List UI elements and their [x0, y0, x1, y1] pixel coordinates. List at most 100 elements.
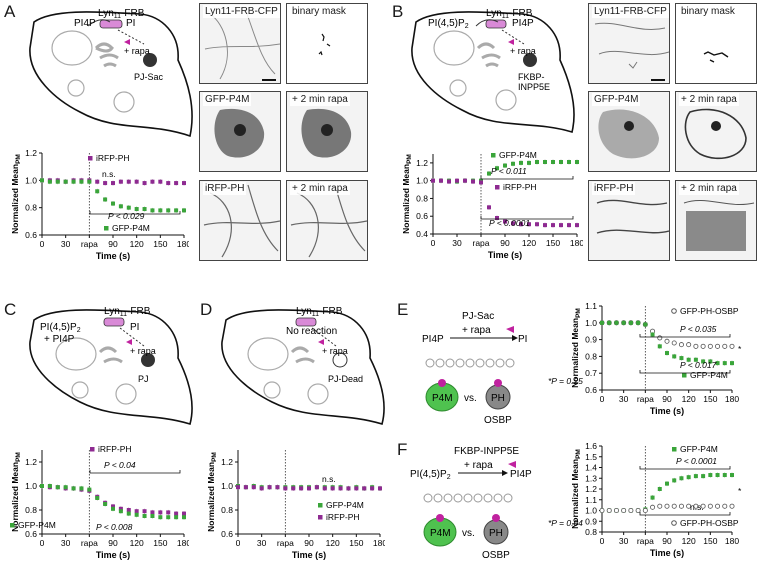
recruitment-arrow — [311, 327, 337, 347]
image-b-r2c1: GFP-P4M — [588, 91, 670, 172]
image-a-r2c2: + 2 min rapa — [286, 91, 368, 172]
significance-bracket — [480, 176, 574, 180]
scale-bar — [651, 79, 665, 81]
enzyme-label-line2: INPP5E — [518, 82, 550, 92]
data-point — [314, 485, 319, 490]
data-point — [463, 178, 467, 183]
legend-marker — [672, 447, 677, 452]
substrate-label: PI(4,5)P — [428, 18, 465, 29]
panel-letter-a: A — [4, 2, 16, 21]
image-a-r3c2: + 2 min rapa — [286, 180, 368, 261]
legend-label: iRFP-PH — [326, 512, 360, 522]
x-tick-label: 180 — [570, 238, 583, 248]
data-point — [708, 359, 713, 364]
rapamycin-marker — [318, 339, 324, 345]
y-tick-label: 1.0 — [25, 481, 37, 491]
lyn-subscript: 11 — [312, 311, 319, 318]
legend-marker — [491, 153, 496, 158]
data-point — [621, 508, 627, 514]
image-label: + 2 min rapa — [290, 182, 350, 195]
data-point — [535, 160, 539, 164]
enzyme-glyph — [523, 53, 537, 67]
image-label: Lyn11-FRB-CFP — [592, 5, 669, 18]
data-point — [174, 511, 179, 516]
significance-bracket — [89, 470, 181, 474]
image-label: GFP-P4M — [203, 93, 252, 106]
y-axis-label-sub: PM — [15, 452, 22, 462]
data-point — [40, 484, 44, 488]
data-point — [150, 510, 155, 515]
scheme-e: PJ-Sac + rapa PI4P PI P4M vs. PH OSBP — [422, 311, 527, 426]
scheme-from-label: PI4P — [422, 334, 444, 345]
legend-marker — [318, 503, 323, 508]
data-point — [707, 343, 713, 349]
data-point — [95, 189, 100, 194]
cell-outline — [29, 11, 193, 138]
data-point — [495, 216, 499, 220]
membrane-lipids — [425, 358, 515, 368]
data-point — [672, 354, 677, 359]
data-point — [665, 481, 669, 486]
data-point — [628, 508, 634, 514]
probe1-label: P4M — [430, 528, 451, 539]
substrate-subscript: 2 — [465, 23, 469, 30]
data-point — [657, 344, 662, 349]
y-axis-label-sub: PM — [575, 449, 582, 459]
data-point — [267, 485, 272, 490]
image-label: GFP-P4M — [592, 93, 641, 106]
y-tick-label: 0.8 — [25, 203, 37, 213]
x-tick-label: rapa — [81, 239, 98, 249]
membrane-lipids — [423, 493, 513, 503]
data-point — [275, 485, 280, 490]
legend-marker — [671, 308, 677, 314]
x-tick-label: 0 — [236, 538, 241, 548]
data-point — [511, 221, 515, 226]
lipid-headgroup — [494, 379, 502, 387]
enzyme-glyph — [332, 352, 348, 368]
y-axis-label-sub: PM — [15, 154, 22, 164]
rapamycin-marker — [126, 339, 132, 345]
data-point — [378, 486, 382, 491]
y-tick-label: 1.2 — [25, 148, 37, 158]
x-tick-label: 30 — [257, 538, 267, 548]
image-label: + 2 min rapa — [679, 93, 739, 106]
data-point — [664, 503, 670, 509]
legend-marker — [88, 156, 93, 161]
x-tick-label: 150 — [546, 238, 560, 248]
cell-schematic-d: Lyn11-FRB No reaction + rapa PJ-Dead — [221, 306, 385, 426]
legend-label: GFP-P4M — [112, 223, 150, 233]
data-point — [665, 351, 669, 356]
data-point — [700, 343, 706, 349]
x-tick-label: 180 — [373, 538, 385, 548]
annotation: n.s. — [322, 474, 336, 484]
legend-label: iRFP-PH — [98, 444, 132, 454]
y-tick-label: 0.8 — [585, 351, 597, 361]
y-tick-label: 0.8 — [585, 527, 597, 537]
image-a-r1c2: binary mask — [286, 3, 368, 84]
y-tick-label: 1.3 — [585, 473, 597, 483]
annotation: P < 0.035 — [680, 324, 717, 334]
data-point — [439, 178, 443, 183]
y-tick-label: 0.6 — [25, 529, 37, 539]
data-point — [158, 515, 163, 520]
data-point — [158, 510, 163, 515]
frb-label: -FRB — [319, 306, 343, 317]
golgi — [94, 42, 119, 68]
data-point — [134, 207, 139, 212]
x-tick-label: 30 — [619, 394, 629, 404]
y-tick-label: 0.6 — [25, 230, 37, 240]
frb-label: -FRB — [127, 306, 151, 317]
y-axis-label-main: Normalized Mean — [401, 164, 411, 234]
scheme-f: FKBP-INPP5E + rapa PI(4,5)P2 PI4P P4M vs… — [410, 446, 532, 561]
data-point — [707, 503, 713, 509]
y-tick-label: 1.5 — [585, 452, 597, 462]
data-point — [330, 486, 335, 491]
data-point — [166, 515, 171, 520]
binary-mask — [703, 51, 729, 63]
substrate-label: PI4P — [74, 18, 96, 29]
x-axis-label: Time (s) — [650, 548, 684, 558]
data-point — [103, 197, 108, 202]
data-point — [182, 208, 186, 213]
data-point — [519, 222, 523, 227]
svg-text:PI(4,5)P2: PI(4,5)P2 — [428, 18, 469, 30]
